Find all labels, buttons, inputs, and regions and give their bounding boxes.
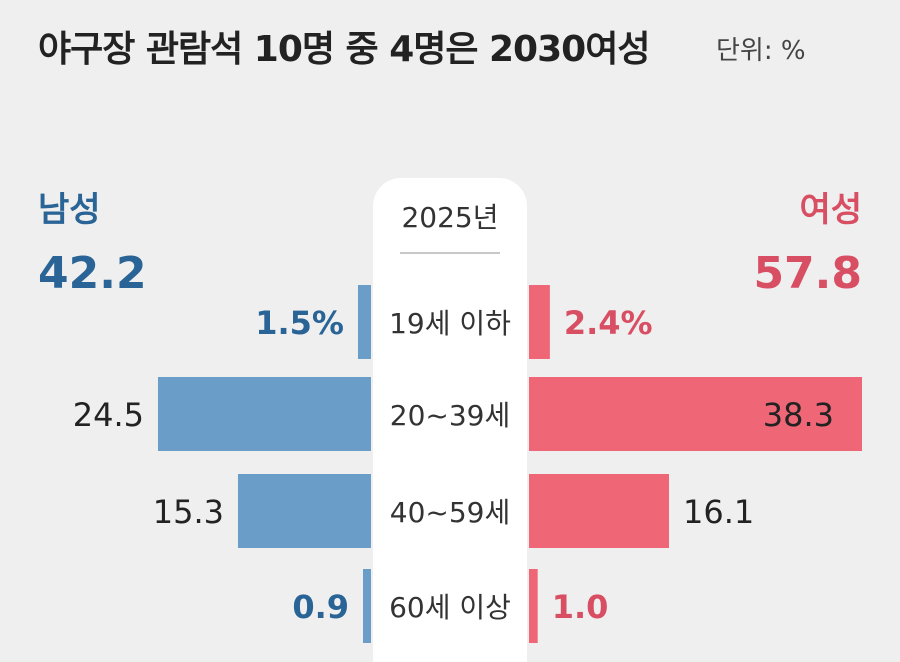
value-label-male-1: 24.5 [73,396,144,434]
value-label-male-0: 1.5% [255,304,344,342]
legend-female-label: 여성 [799,190,862,230]
chart-title: 야구장 관람석 10명 중 4명은 2030여성 [38,29,650,70]
value-label-female-0: 2.4% [564,304,653,342]
bar-male-3 [363,569,371,643]
category-label-2: 40~59세 [390,496,510,529]
unit-label: 단위: % [716,36,806,66]
category-panel [373,178,527,662]
year-label: 2025년 [401,201,499,234]
legend-female-total: 57.8 [753,248,862,299]
value-label-female-2: 16.1 [683,493,754,531]
bar-male-0 [357,285,371,359]
value-label-male-3: 0.9 [292,588,349,626]
bar-male-2 [237,474,371,548]
legend-male-total: 42.2 [38,248,147,299]
bar-female-0 [529,285,550,359]
value-label-female-1: 38.3 [763,396,834,434]
value-label-female-3: 1.0 [552,588,609,626]
year-divider [400,252,500,254]
legend-male-label: 남성 [38,190,101,230]
bar-female-3 [529,569,538,643]
category-label-0: 19세 이하 [389,307,511,340]
category-label-3: 60세 이상 [389,591,511,624]
bar-male-1 [157,377,371,451]
value-label-male-2: 15.3 [153,493,224,531]
category-label-1: 20~39세 [390,399,510,432]
bar-female-1 [529,377,862,451]
bar-female-2 [529,474,669,548]
